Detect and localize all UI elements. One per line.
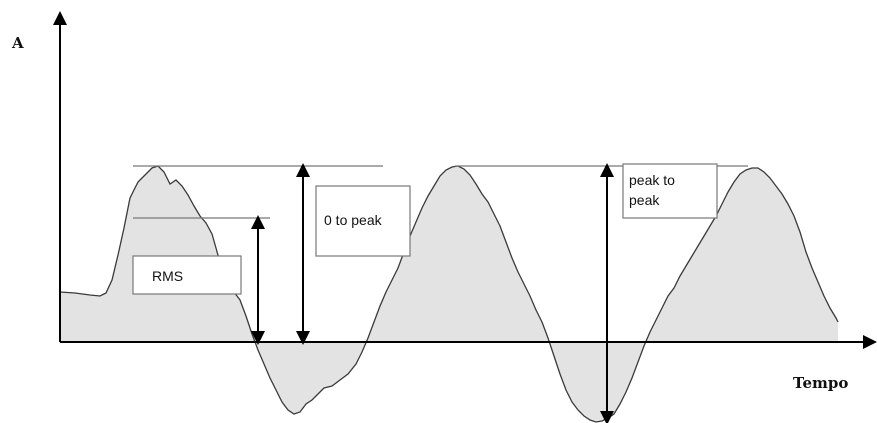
peak-to-peak-label-line2: peak: [629, 192, 660, 208]
y-axis-label: A: [11, 34, 24, 52]
waveform-area: [60, 166, 838, 422]
rms-label-box: [132, 255, 242, 295]
rms-label: RMS: [152, 268, 183, 284]
zero-to-peak-label: 0 to peak: [324, 212, 383, 228]
peak-to-peak-label-line1: peak to: [629, 172, 675, 188]
x-axis-label: Tempo: [793, 374, 848, 392]
zero-to-peak-label-box: [315, 185, 411, 257]
peak-to-peak-label-box: [622, 163, 718, 219]
